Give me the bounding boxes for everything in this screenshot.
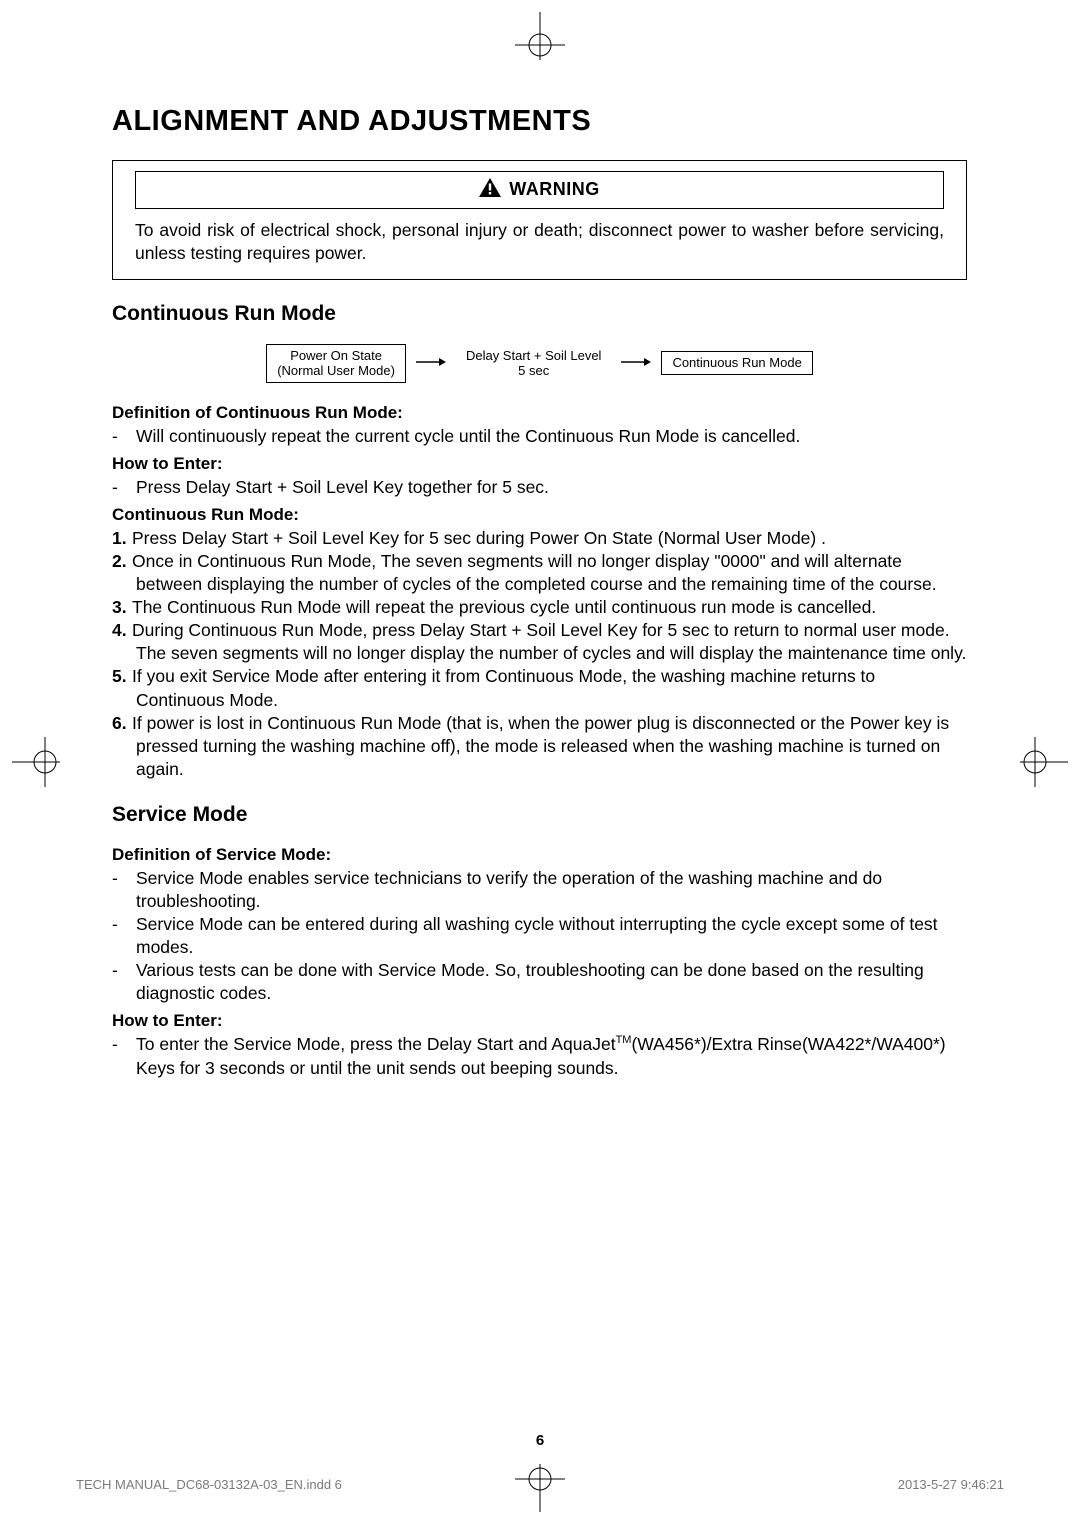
flow-box-1: Power On State (Normal User Mode) [266, 344, 406, 383]
flow-box-3-text: Continuous Run Mode [672, 355, 801, 370]
heading-enter-service: How to Enter: [112, 1011, 967, 1031]
warning-icon [479, 178, 501, 202]
flow-box-3: Continuous Run Mode [661, 351, 812, 375]
footer: TECH MANUAL_DC68-03132A-03_EN.indd 6 201… [76, 1477, 1004, 1492]
flow-box-2-line2: 5 sec [518, 363, 549, 378]
warning-label: WARNING [509, 179, 600, 199]
page: ALIGNMENT AND ADJUSTMENTS WARNING To avo… [0, 0, 1080, 1524]
step-text: Once in Continuous Run Mode, The seven s… [132, 551, 937, 594]
text: To enter the Service Mode, press the Del… [136, 1034, 616, 1054]
heading-run-continuous: Continuous Run Mode: [112, 505, 967, 525]
list-item: 5.If you exit Service Mode after enterin… [112, 665, 967, 711]
list-item: Various tests can be done with Service M… [112, 959, 967, 1005]
page-title: ALIGNMENT AND ADJUSTMENTS [112, 105, 967, 138]
flow-box-1-line2: (Normal User Mode) [277, 363, 395, 378]
heading-enter-continuous: How to Enter: [112, 454, 967, 474]
step-text: Press Delay Start + Soil Level Key for 5… [132, 528, 826, 548]
list-item: Service Mode enables service technicians… [112, 867, 967, 913]
trademark: TM [616, 1035, 632, 1047]
heading-def-continuous: Definition of Continuous Run Mode: [112, 403, 967, 423]
flow-diagram: Power On State (Normal User Mode) Delay … [112, 344, 967, 383]
content-area: ALIGNMENT AND ADJUSTMENTS WARNING To avo… [112, 105, 967, 1080]
list-item: 3.The Continuous Run Mode will repeat th… [112, 596, 967, 619]
crop-mark-right [1020, 732, 1068, 792]
def-service-list: Service Mode enables service technicians… [112, 867, 967, 1006]
footer-file: TECH MANUAL_DC68-03132A-03_EN.indd 6 [76, 1477, 342, 1492]
continuous-steps: 1.Press Delay Start + Soil Level Key for… [112, 527, 967, 781]
warning-header: WARNING [135, 171, 944, 209]
step-text: If power is lost in Continuous Run Mode … [132, 713, 949, 779]
warning-text: To avoid risk of electrical shock, perso… [135, 219, 944, 265]
heading-def-service: Definition of Service Mode: [112, 845, 967, 865]
flow-box-1-line1: Power On State [290, 348, 382, 363]
list-item: 6.If power is lost in Continuous Run Mod… [112, 712, 967, 781]
step-text: During Continuous Run Mode, press Delay … [132, 620, 966, 663]
footer-timestamp: 2013-5-27 9:46:21 [898, 1477, 1004, 1492]
def-continuous-list: Will continuously repeat the current cyc… [112, 425, 967, 448]
page-number: 6 [536, 1432, 544, 1449]
list-item: 2.Once in Continuous Run Mode, The seven… [112, 550, 967, 596]
list-item: Will continuously repeat the current cyc… [112, 425, 967, 448]
step-text: The Continuous Run Mode will repeat the … [132, 597, 876, 617]
arrow-icon [416, 354, 446, 372]
heading-service: Service Mode [112, 803, 967, 827]
list-item: Press Delay Start + Soil Level Key toget… [112, 476, 967, 499]
step-text: If you exit Service Mode after entering … [132, 666, 875, 709]
flow-box-2: Delay Start + Soil Level 5 sec [456, 345, 611, 382]
crop-mark-top [510, 12, 570, 60]
crop-mark-left [12, 732, 60, 792]
warning-box: WARNING To avoid risk of electrical shoc… [112, 160, 967, 280]
heading-continuous: Continuous Run Mode [112, 302, 967, 326]
arrow-icon [621, 354, 651, 372]
flow-box-2-line1: Delay Start + Soil Level [466, 348, 601, 363]
enter-service-list: To enter the Service Mode, press the Del… [112, 1033, 967, 1079]
list-item: 1.Press Delay Start + Soil Level Key for… [112, 527, 967, 550]
list-item: Service Mode can be entered during all w… [112, 913, 967, 959]
enter-continuous-list: Press Delay Start + Soil Level Key toget… [112, 476, 967, 499]
list-item: To enter the Service Mode, press the Del… [112, 1033, 967, 1079]
list-item: 4.During Continuous Run Mode, press Dela… [112, 619, 967, 665]
